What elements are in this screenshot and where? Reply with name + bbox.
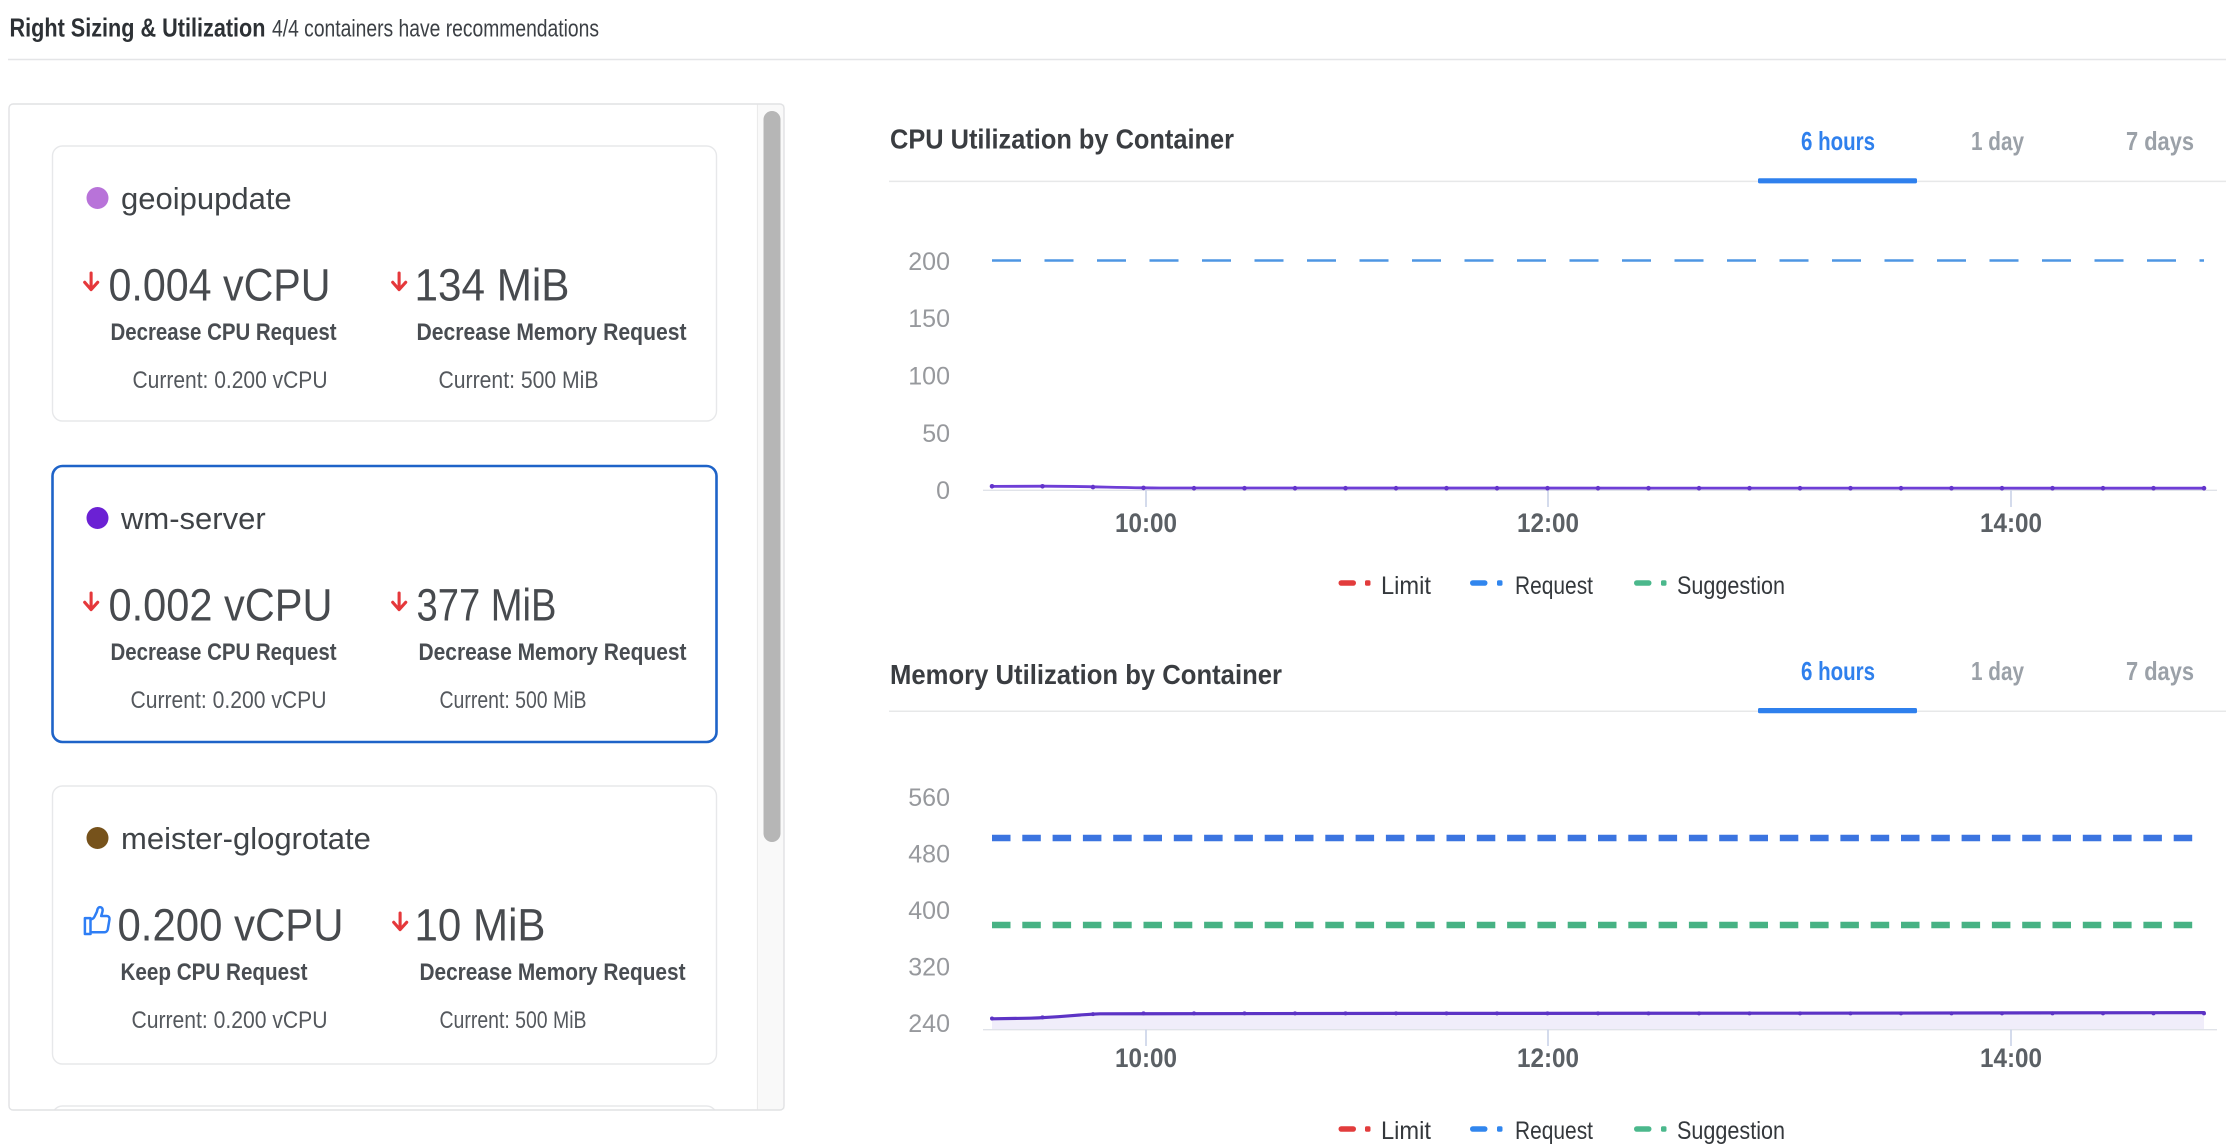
svg-text:Decrease Memory Request: Decrease Memory Request xyxy=(419,639,687,666)
svg-text:Current: 500 MiB: Current: 500 MiB xyxy=(440,687,587,714)
svg-text:1 day: 1 day xyxy=(1971,126,2024,156)
svg-text:1 day: 1 day xyxy=(1971,656,2024,686)
svg-text:10:00: 10:00 xyxy=(1115,1043,1177,1073)
svg-text:Suggestion: Suggestion xyxy=(1677,572,1785,600)
svg-text:Current: 500 MiB: Current: 500 MiB xyxy=(439,367,599,394)
svg-text:100: 100 xyxy=(908,363,950,391)
svg-text:Decrease CPU Request: Decrease CPU Request xyxy=(111,319,337,346)
svg-text:400: 400 xyxy=(908,897,950,925)
svg-text:10:00: 10:00 xyxy=(1115,508,1177,538)
svg-text:Current: 0.200 vCPU: Current: 0.200 vCPU xyxy=(132,1007,328,1034)
svg-text:14:00: 14:00 xyxy=(1980,508,2042,538)
svg-text:Request: Request xyxy=(1515,1117,1593,1144)
svg-text:Right Sizing & Utilization: Right Sizing & Utilization xyxy=(10,12,266,42)
svg-text:12:00: 12:00 xyxy=(1517,1043,1579,1073)
svg-text:560: 560 xyxy=(908,784,950,812)
svg-text:geoipupdate: geoipupdate xyxy=(121,181,292,216)
svg-text:320: 320 xyxy=(908,954,950,982)
svg-text:6 hours: 6 hours xyxy=(1801,126,1875,156)
svg-text:6 hours: 6 hours xyxy=(1801,656,1875,686)
svg-text:Current: 500 MiB: Current: 500 MiB xyxy=(440,1007,587,1034)
svg-text:Decrease Memory Request: Decrease Memory Request xyxy=(417,319,687,346)
svg-text:200: 200 xyxy=(908,248,950,276)
svg-text:240: 240 xyxy=(908,1010,950,1038)
svg-text:0.200 vCPU: 0.200 vCPU xyxy=(118,900,344,951)
svg-text:Current: 0.200 vCPU: Current: 0.200 vCPU xyxy=(131,687,327,714)
svg-text:CPU Utilization by Container: CPU Utilization by Container xyxy=(890,124,1234,155)
svg-text:377 MiB: 377 MiB xyxy=(417,580,557,631)
svg-text:7 days: 7 days xyxy=(2126,656,2194,686)
svg-text:Keep CPU Request: Keep CPU Request xyxy=(121,959,308,986)
svg-text:Limit: Limit xyxy=(1381,1117,1431,1144)
svg-text:0.004 vCPU: 0.004 vCPU xyxy=(109,260,331,311)
svg-text:480: 480 xyxy=(908,841,950,869)
svg-text:Suggestion: Suggestion xyxy=(1677,1117,1785,1144)
svg-text:Memory Utilization by Containe: Memory Utilization by Container xyxy=(890,659,1282,690)
svg-text:Request: Request xyxy=(1515,572,1593,600)
svg-text:50: 50 xyxy=(922,420,950,448)
svg-text:Current: 0.200 vCPU: Current: 0.200 vCPU xyxy=(133,367,328,394)
svg-text:0.002 vCPU: 0.002 vCPU xyxy=(109,580,333,631)
svg-text:0: 0 xyxy=(936,477,950,505)
svg-text:meister-glogrotate: meister-glogrotate xyxy=(121,821,371,856)
svg-text:Limit: Limit xyxy=(1381,572,1431,600)
svg-text:4/4 containers have recommenda: 4/4 containers have recommendations xyxy=(272,15,599,42)
svg-text:134 MiB: 134 MiB xyxy=(415,260,570,311)
svg-text:7 days: 7 days xyxy=(2126,126,2194,156)
svg-text:Decrease Memory Request: Decrease Memory Request xyxy=(420,959,686,986)
svg-text:150: 150 xyxy=(908,305,950,333)
svg-text:10 MiB: 10 MiB xyxy=(415,900,546,951)
svg-text:14:00: 14:00 xyxy=(1980,1043,2042,1073)
svg-text:12:00: 12:00 xyxy=(1517,508,1579,538)
svg-text:wm-server: wm-server xyxy=(120,501,266,536)
svg-text:Decrease CPU Request: Decrease CPU Request xyxy=(111,639,337,666)
